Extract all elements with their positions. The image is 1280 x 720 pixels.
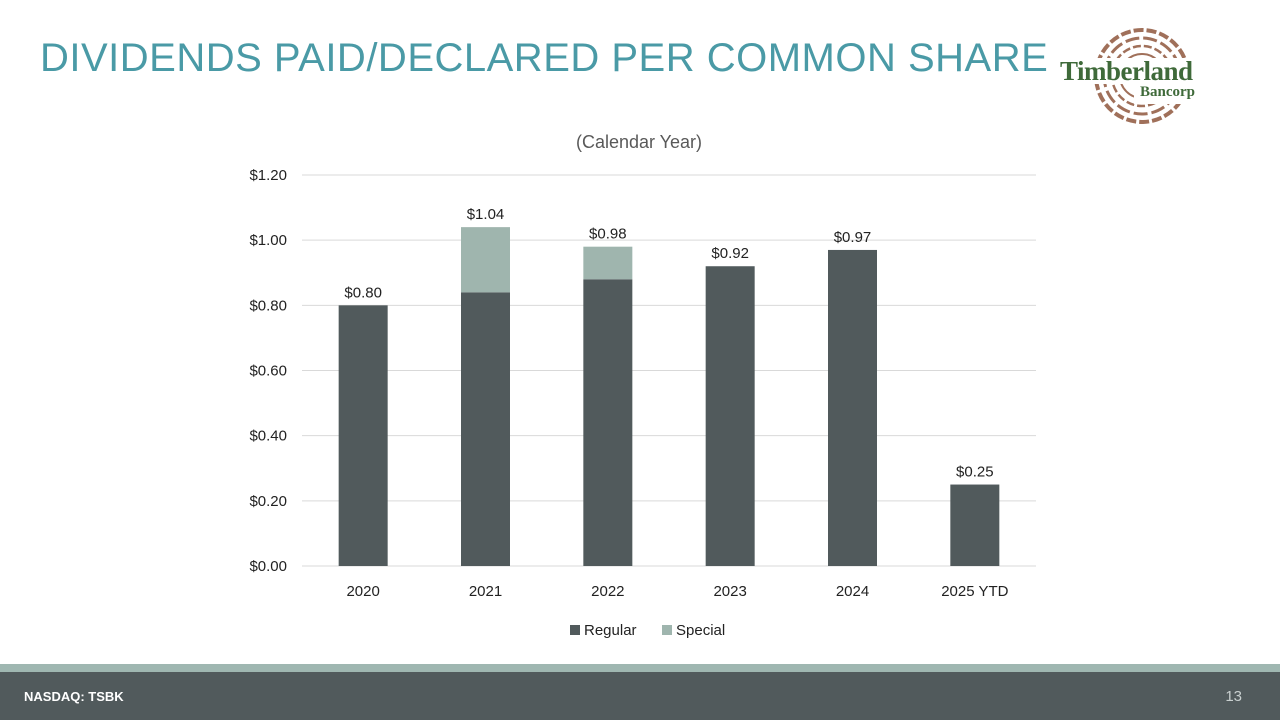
legend-label-special: Special: [676, 622, 725, 639]
x-tick-label: 2024: [836, 583, 869, 600]
x-tick-label: 2025 YTD: [941, 583, 1008, 600]
data-label: $0.92: [711, 245, 749, 262]
y-tick-label: $0.80: [249, 297, 287, 314]
tree-rings-icon: [1056, 28, 1226, 124]
data-label: $0.97: [834, 229, 872, 246]
x-tick-label: 2020: [346, 583, 379, 600]
legend-swatch-special: [662, 625, 672, 635]
legend-label-regular: Regular: [584, 622, 637, 639]
data-label: $0.80: [344, 284, 382, 301]
y-tick-label: $1.20: [249, 167, 287, 184]
page-number: 13: [1225, 688, 1242, 705]
x-tick-label: 2023: [713, 583, 746, 600]
y-tick-label: $0.20: [249, 493, 287, 510]
data-label: $0.98: [589, 226, 627, 243]
y-tick-label: $0.40: [249, 428, 287, 445]
chart-canvas: (Calendar Year) $0.00 $0.20 $0.40 $0.60 $0.80…: [249, 132, 1036, 639]
bar-regular: [583, 279, 633, 566]
timberland-bancorp-logo: Timberland Bancorp: [1056, 26, 1226, 126]
footer-bar: [0, 672, 1280, 720]
bar-regular: [950, 484, 1000, 566]
x-tick-label: 2022: [591, 583, 624, 600]
chart-title: (Calendar Year): [576, 132, 702, 152]
y-tick-label: $0.60: [249, 363, 287, 380]
x-tick-label: 2021: [469, 583, 502, 600]
y-tick-label: $0.00: [249, 558, 287, 575]
logo-name-line2: Bancorp: [1140, 84, 1196, 100]
bar-regular: [461, 292, 510, 566]
footer-stripe: [0, 664, 1280, 672]
y-tick-label: $1.00: [249, 232, 287, 249]
legend-swatch-regular: [570, 625, 580, 635]
bar-regular: [828, 249, 877, 567]
footer-ticker: NASDAQ: TSBK: [24, 689, 124, 704]
bar-regular: [338, 305, 388, 566]
slide-title: DIVIDENDS PAID/DECLARED PER COMMON SHARE: [40, 36, 1049, 80]
data-label: $1.04: [467, 206, 505, 223]
bar-special: [583, 246, 633, 280]
data-label: $0.25: [956, 464, 994, 481]
bar-special: [461, 227, 510, 293]
bar-regular: [705, 266, 755, 566]
dividends-chart: (Calendar Year) $0.00 $0.20 $0.40 $0.60 $0.80…: [249, 132, 1036, 639]
logo-name-line1: Timberland: [1060, 56, 1193, 86]
